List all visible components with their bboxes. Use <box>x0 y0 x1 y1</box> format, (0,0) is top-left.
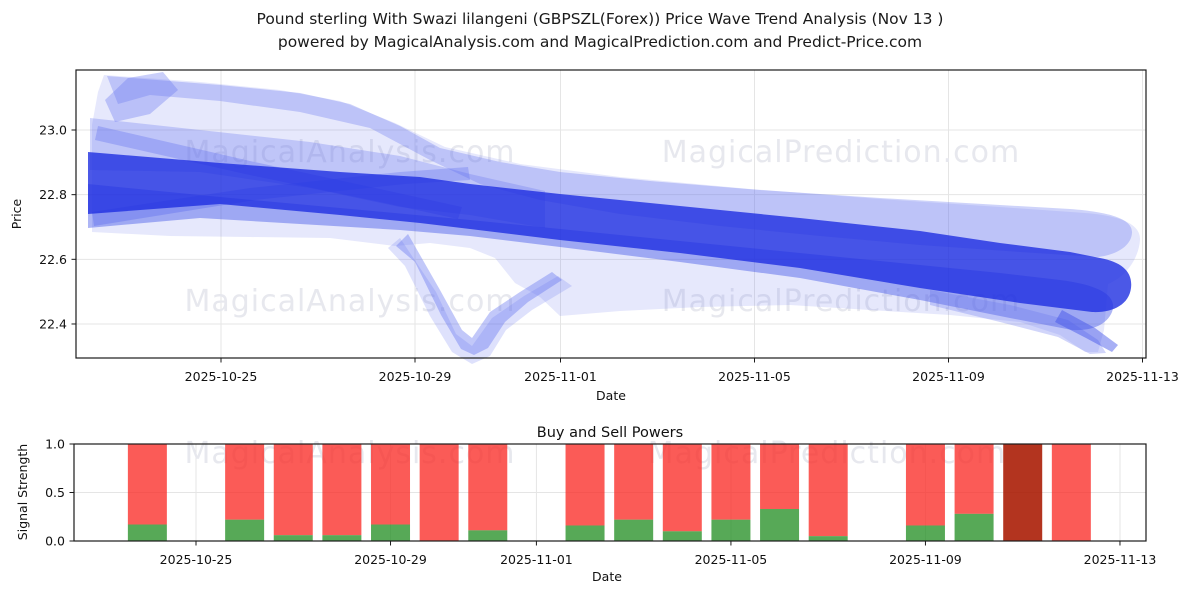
wave-band-core <box>88 152 1132 313</box>
price-x-tick-label: 2025-11-01 <box>524 369 597 384</box>
power-x-tick-label: 2025-11-09 <box>889 552 962 567</box>
wave-tail-medium <box>1055 310 1118 352</box>
buy-power-bar <box>614 519 654 541</box>
price-y-tick-label: 22.6 <box>39 252 67 267</box>
wave-dip-inner <box>396 234 562 355</box>
wave-tail-light <box>930 290 1106 354</box>
watermark-analysis-top-row1: MagicalAnalysis.com <box>184 135 515 170</box>
sell-power-bar <box>1051 444 1091 541</box>
power-x-tick-label: 2025-10-29 <box>354 552 427 567</box>
sell-power-bar <box>954 444 994 514</box>
buy-power-bar <box>322 535 362 541</box>
sell-power-bar <box>1003 444 1043 541</box>
figure-title-line2: powered by MagicalAnalysis.com and Magic… <box>278 33 922 51</box>
buy-power-bar <box>760 508 800 541</box>
buy-power-bar <box>468 530 508 541</box>
power-bars <box>127 444 1091 541</box>
power-y-tick-label: 1.0 <box>45 437 65 452</box>
sell-power-bar <box>711 444 751 520</box>
price-wave-bands <box>88 72 1141 364</box>
power-x-tick-label: 2025-11-13 <box>1084 552 1157 567</box>
buy-power-bar <box>273 535 313 541</box>
price-y-tick-label: 22.8 <box>39 187 67 202</box>
watermark-analysis-top-row2: MagicalAnalysis.com <box>184 284 515 319</box>
power-x-tick-label: 2025-11-05 <box>695 552 768 567</box>
price-chart-tick-labels: 2025-10-25 2025-10-29 2025-11-01 2025-11-05… <box>39 123 1179 385</box>
price-x-tick-label: 2025-10-29 <box>379 369 452 384</box>
buy-power-bar <box>127 524 167 541</box>
price-chart-ticks <box>71 129 1143 363</box>
sell-power-bar <box>808 444 848 537</box>
wave-dip-outer <box>388 238 572 364</box>
price-y-tick-label: 22.4 <box>39 316 67 331</box>
sell-power-bar <box>565 444 605 526</box>
power-x-tick-label: 2025-10-25 <box>160 552 233 567</box>
power-y-tick-label: 0.5 <box>45 485 65 500</box>
watermark-prediction-top-row1: MagicalPrediction.com <box>662 135 1021 170</box>
wave-band-medium <box>88 184 1114 331</box>
price-ylabel: Price <box>9 198 24 229</box>
power-chart-title: Buy and Sell Powers <box>537 425 683 441</box>
sell-power-bar <box>905 444 945 526</box>
price-x-tick-label: 2025-11-09 <box>912 369 985 384</box>
buy-power-bar <box>371 524 411 541</box>
buy-power-bar <box>954 513 994 541</box>
price-x-tick-label: 2025-11-05 <box>718 369 791 384</box>
wave-band-upper-ribbon <box>107 76 1133 257</box>
sell-power-bar <box>614 444 654 520</box>
sell-power-bar <box>468 444 508 531</box>
buy-power-bar <box>711 519 751 541</box>
price-plot-border <box>75 69 1147 359</box>
price-y-tick-label: 23.0 <box>39 123 67 138</box>
power-chart-tick-labels: 2025-10-25 2025-10-29 2025-11-01 2025-11-05… <box>45 437 1156 568</box>
buy-power-bar <box>565 525 605 541</box>
sell-power-bar <box>322 444 362 536</box>
buy-power-bar <box>808 536 848 541</box>
wave-band-left-blob <box>105 72 178 122</box>
price-x-tick-label: 2025-11-13 <box>1106 369 1179 384</box>
power-chart-ticks <box>69 443 1121 546</box>
price-x-tick-label: 2025-10-25 <box>185 369 258 384</box>
sell-power-bar <box>662 444 702 532</box>
buy-power-bar <box>662 531 702 541</box>
buy-power-bar <box>225 519 265 541</box>
sell-power-bar <box>760 444 800 509</box>
sell-power-bar <box>273 444 313 536</box>
power-y-tick-label: 0.0 <box>45 534 65 549</box>
power-x-tick-label: 2025-11-01 <box>500 552 573 567</box>
price-xlabel: Date <box>596 388 626 403</box>
sell-power-bar <box>127 444 167 525</box>
sell-power-bar <box>225 444 265 520</box>
figure-title-line1: Pound sterling With Swazi lilangeni (GBP… <box>257 10 944 28</box>
sell-power-bar <box>419 444 459 541</box>
power-ylabel: Signal Strength <box>15 444 30 540</box>
buy-power-bar <box>905 525 945 541</box>
power-xlabel: Date <box>592 569 622 584</box>
sell-power-bar <box>371 444 411 525</box>
